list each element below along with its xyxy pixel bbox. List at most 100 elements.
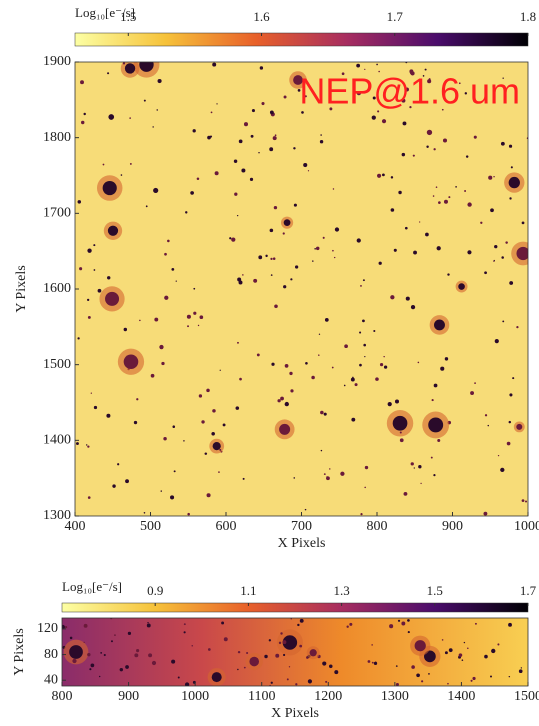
star-speck [424,650,436,663]
star-speck [123,327,128,332]
star-speck [356,238,361,243]
star-speck [170,495,175,500]
star-speck [390,295,395,300]
x-tick-label: 1100 [248,689,275,704]
star-speck [436,246,441,251]
star-speck [484,414,488,417]
star-speck [434,319,445,331]
star-speck [362,279,365,282]
star-speck [272,257,276,260]
star-speck [492,85,496,89]
star-speck [373,329,376,333]
star-speck [183,623,186,626]
star-speck [364,465,369,470]
star-speck [214,171,219,176]
star-speck [284,401,289,407]
star-speck [472,676,476,681]
star-speck [363,343,366,347]
star-speck [402,121,407,126]
star-speck [332,188,335,190]
star-speck [294,265,299,269]
star-speck [293,147,296,150]
star-speck [518,669,523,674]
star-speck [354,383,358,387]
star-speck [136,649,140,653]
star-speck [193,287,196,290]
star-speck [309,649,317,657]
star-speck [271,362,275,366]
star-speck [153,187,159,194]
star-speck [216,103,218,105]
star-speck [319,140,324,144]
x-tick-label: 1500 [514,689,539,704]
star-speck [509,393,513,397]
star-speck [404,226,408,230]
star-speck [283,285,287,289]
x-tick-label: 700 [291,519,312,534]
star-speck [207,648,211,651]
star-speck [293,203,297,207]
star-speck [474,622,477,625]
x-axis-label: X Pixels [271,706,319,721]
star-speck [87,248,92,253]
star-speck [521,221,525,225]
star-speck [211,672,222,683]
y-axis-label: Y Pixels [14,265,29,312]
star-speck [283,219,291,227]
x-tick-label: 500 [140,519,161,534]
star-speck [125,479,129,484]
star-speck [77,337,80,340]
star-speck [379,363,384,367]
x-tick-label: 900 [442,519,463,534]
star-speck [323,473,326,476]
y-tick-label: 120 [37,621,58,636]
star-speck [102,180,117,196]
star-speck [186,314,191,319]
star-speck [152,126,154,128]
star-speck [401,621,406,626]
star-speck [261,101,265,106]
x-tick-label: 1400 [447,689,475,704]
star-speck [90,663,95,668]
star-speck [444,651,448,655]
star-speck [442,138,448,143]
x-tick-label: 800 [367,519,388,534]
star-speck [497,454,500,457]
star-speck [465,155,469,158]
star-speck [286,678,289,681]
star-speck [356,90,362,96]
star-speck [435,186,438,188]
star-speck [157,78,162,84]
star-speck [93,244,96,247]
star-speck [377,110,380,113]
x-tick-label: 1000 [181,689,209,704]
star-speck [508,622,512,627]
star-speck [251,109,255,113]
star-speck [516,325,519,329]
star-speck [424,68,427,71]
star-speck [272,136,277,141]
star-speck [87,445,90,448]
image-background [75,62,528,516]
star-speck [392,415,408,431]
star-speck [394,399,400,404]
star-speck [403,491,408,496]
star-speck [279,423,291,435]
star-speck [372,96,376,100]
star-speck [79,267,83,271]
star-speck [413,250,417,255]
star-speck [509,281,514,285]
star-speck [270,681,273,684]
star-speck [100,651,103,654]
star-speck [484,271,487,275]
star-speck [455,186,457,188]
star-speck [167,239,170,243]
star-speck [506,441,511,446]
x-axis-label: X Pixels [278,536,326,551]
star-speck [458,283,465,290]
x-tick-label: 1200 [314,689,342,704]
star-speck [107,276,111,280]
star-speck [433,148,436,151]
star-speck [508,144,513,148]
star-speck [405,296,410,301]
